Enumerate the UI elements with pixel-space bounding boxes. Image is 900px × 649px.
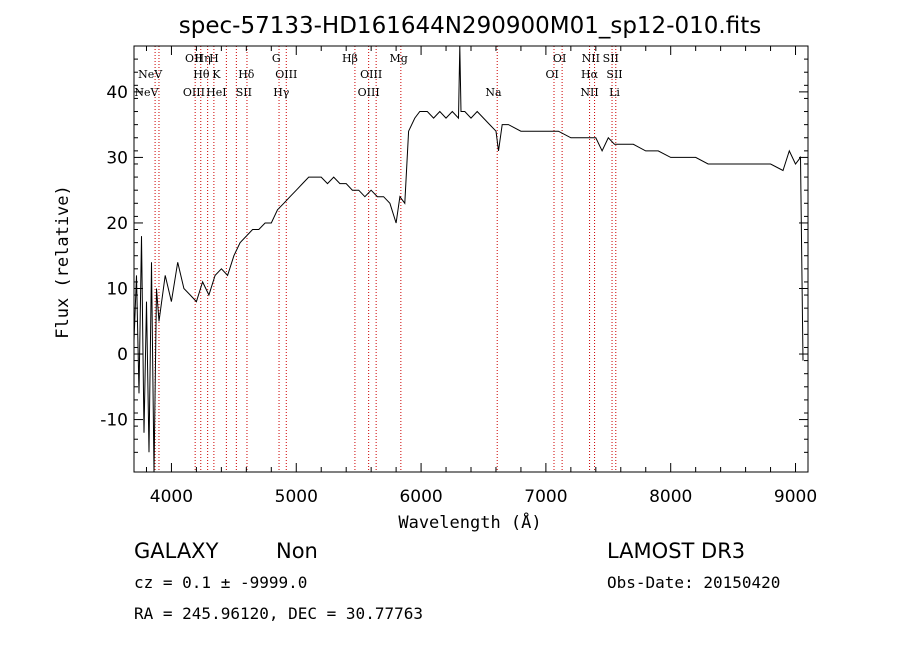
line-label: SII [236,86,252,99]
x-tick-label: 5000 [275,487,318,507]
line-label: Hη [195,52,211,65]
line-label: NII [580,86,598,99]
spectral-line-markers [154,46,617,472]
y-tick-label: 30 [106,148,128,168]
line-label: Hβ [342,52,358,65]
x-axis-label: Wavelength (Å) [398,511,541,533]
y-tick-label: 10 [106,279,128,299]
x-tick-label: 9000 [774,487,817,507]
y-axis-label: Flux (relative) [53,185,73,339]
line-label: G [272,52,281,65]
line-label: NeV [138,68,163,81]
x-tick-label: 8000 [649,487,692,507]
line-label: SII [603,52,619,65]
line-label: OIII [360,68,382,81]
line-label: OII [185,52,203,65]
ra-dec: RA = 245.96120, DEC = 30.77763 [134,604,423,623]
line-label: SII [606,68,622,81]
x-tick-label: 4000 [150,487,193,507]
line-label: K [212,68,221,81]
line-label: Mg [389,52,407,65]
line-label: Li [609,86,620,99]
line-label: NII [582,52,600,65]
x-axis-ticks: 4000 5000 6000 7000 8000 9000 [145,46,817,507]
y-tick-label: 0 [117,345,128,365]
line-label: Na [485,86,502,99]
line-label: Hθ [193,68,210,81]
x-tick-label: 6000 [399,487,442,507]
redshift-cz: cz = 0.1 ± -9999.0 [134,573,307,592]
line-label: HeI [206,86,226,99]
line-label: Hδ [238,68,255,81]
chart-title: spec-57133-HD161644N290900M01_sp12-010.f… [179,13,761,39]
observation-date: Obs-Date: 20150420 [607,573,780,592]
line-label: OI [545,68,558,81]
line-label: Hα [581,68,599,81]
line-label: H [209,52,219,65]
object-class: GALAXY [134,539,219,563]
line-label: OIII [183,86,205,99]
y-axis-ticks: -10 0 10 20 30 40 [100,58,808,453]
y-tick-label: -10 [100,411,128,431]
line-label: OIII [358,86,380,99]
spectrum-series-line [133,45,804,473]
line-label: NeV [134,86,159,99]
line-label: OI [553,52,566,65]
x-tick-label: 7000 [524,487,567,507]
line-label: OIII [275,68,297,81]
line-label: Hγ [273,86,290,99]
survey-name: LAMOST DR3 [607,539,745,563]
y-tick-label: 20 [106,214,128,234]
y-tick-label: 40 [106,83,128,103]
plot-frame [133,45,809,473]
object-subclass: Non [276,539,318,563]
